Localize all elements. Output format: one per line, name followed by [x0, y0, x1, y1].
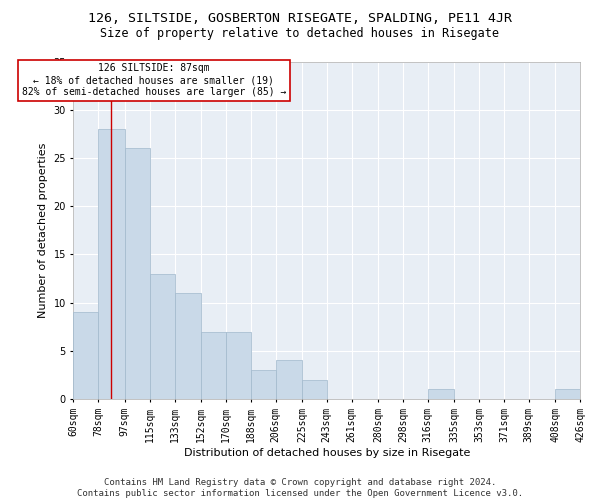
Bar [149, 274, 175, 399]
X-axis label: Distribution of detached houses by size in Risegate: Distribution of detached houses by size … [184, 448, 470, 458]
Bar [428, 390, 454, 399]
Bar [555, 390, 580, 399]
Bar [275, 360, 302, 399]
Bar [175, 293, 201, 399]
Bar [201, 332, 226, 399]
Y-axis label: Number of detached properties: Number of detached properties [38, 142, 48, 318]
Text: 126, SILTSIDE, GOSBERTON RISEGATE, SPALDING, PE11 4JR: 126, SILTSIDE, GOSBERTON RISEGATE, SPALD… [88, 12, 512, 26]
Text: Contains HM Land Registry data © Crown copyright and database right 2024.
Contai: Contains HM Land Registry data © Crown c… [77, 478, 523, 498]
Bar [251, 370, 275, 399]
Bar [226, 332, 251, 399]
Bar [125, 148, 149, 399]
Bar [73, 312, 98, 399]
Text: Size of property relative to detached houses in Risegate: Size of property relative to detached ho… [101, 28, 499, 40]
Bar [302, 380, 327, 399]
Text: 126 SILTSIDE: 87sqm
← 18% of detached houses are smaller (19)
82% of semi-detach: 126 SILTSIDE: 87sqm ← 18% of detached ho… [22, 64, 286, 96]
Bar [98, 129, 125, 399]
